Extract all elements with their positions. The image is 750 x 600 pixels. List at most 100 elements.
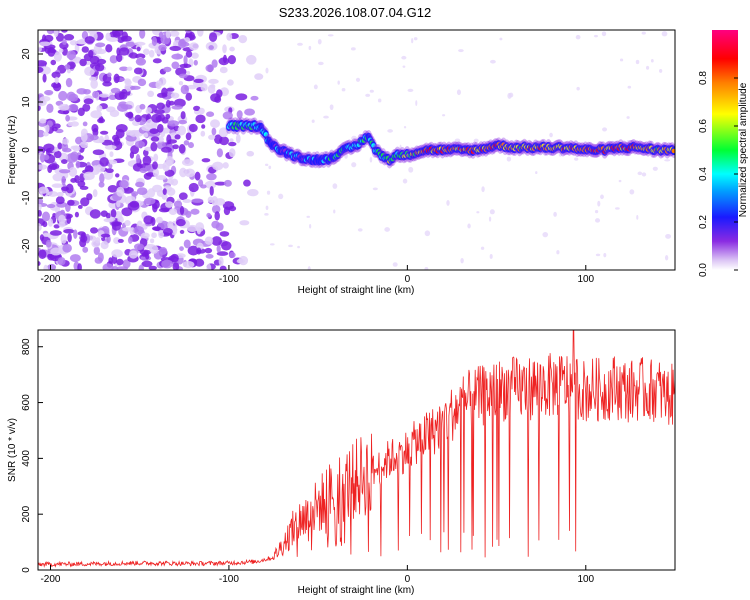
noise-blob (170, 178, 179, 186)
noise-blob (411, 38, 414, 44)
noise-blob (222, 111, 233, 120)
noise-blob (307, 266, 311, 270)
noise-blob (112, 30, 124, 37)
noise-blob (201, 158, 211, 163)
noise-blob (60, 159, 68, 164)
noise-blob (265, 205, 269, 211)
noise-blob (79, 185, 89, 190)
noise-blob (186, 70, 191, 76)
noise-blob (170, 92, 180, 99)
noise-blob (407, 88, 414, 92)
noise-blob (211, 220, 220, 229)
noise-blob (107, 72, 112, 78)
noise-blob (70, 178, 77, 183)
noise-blob (149, 238, 155, 244)
noise-blob (66, 91, 76, 102)
noise-blob (489, 209, 495, 215)
noise-blob (626, 140, 630, 145)
noise-blob (228, 251, 236, 259)
noise-blob (116, 186, 125, 197)
noise-blob (269, 243, 275, 246)
noise-blob (47, 218, 54, 227)
noise-blob (402, 65, 406, 68)
noise-blob (137, 78, 147, 87)
noise-blob (69, 40, 78, 46)
colorbar-tick-label: 0.8 (698, 71, 709, 85)
noise-blob (594, 218, 601, 223)
noise-blob (135, 57, 147, 66)
y-tick-label: 200 (21, 505, 32, 522)
noise-blob (66, 214, 72, 224)
noise-blob (90, 110, 102, 119)
noise-blob (62, 110, 69, 115)
noise-blob (247, 188, 259, 197)
noise-blob (188, 142, 194, 149)
noise-blob (70, 151, 79, 161)
noise-blob (109, 109, 120, 118)
noise-blob (104, 145, 117, 150)
noise-blob (227, 79, 234, 86)
noise-blob (659, 68, 663, 73)
noise-blob (194, 171, 201, 181)
noise-blob (198, 107, 205, 115)
noise-blob (92, 149, 105, 156)
noise-blob (214, 181, 227, 186)
bottom-plot-frame (37, 329, 676, 571)
noise-blob (206, 173, 217, 181)
noise-blob (171, 53, 183, 60)
x-tick-label: -200 (40, 574, 60, 585)
noise-blob (50, 164, 58, 170)
noise-blob (664, 159, 671, 162)
noise-blob (664, 255, 669, 261)
noise-blob (595, 253, 601, 257)
noise-blob (351, 162, 357, 168)
noise-blob (38, 66, 44, 74)
noise-blob (47, 191, 59, 197)
noise-blob (184, 168, 196, 178)
noise-blob (268, 165, 272, 170)
noise-blob (236, 110, 243, 119)
noise-blob (152, 58, 162, 64)
noise-blob (130, 145, 140, 155)
noise-blob (60, 233, 67, 244)
noise-blob (238, 34, 248, 44)
noise-blob (100, 233, 111, 238)
noise-blob (401, 55, 407, 60)
noise-blob (183, 55, 188, 65)
noise-blob (493, 151, 496, 155)
noise-blob (355, 77, 361, 82)
noise-blob (576, 86, 580, 91)
noise-blob (210, 84, 216, 89)
noise-blob (93, 246, 100, 256)
noise-blob (127, 201, 140, 211)
noise-blob (413, 37, 418, 41)
noise-blob (50, 59, 57, 66)
noise-blob (140, 232, 150, 239)
noise-blob (209, 185, 214, 196)
noise-blob (53, 52, 62, 62)
y-tick-label: 20 (21, 48, 32, 60)
noise-blob (408, 166, 414, 173)
noise-blob (125, 41, 136, 47)
noise-blob (619, 58, 624, 62)
noise-blob (43, 143, 55, 153)
noise-blob (186, 224, 198, 232)
noise-blob (332, 183, 338, 189)
noise-blob (45, 124, 50, 133)
noise-blob (200, 130, 206, 137)
noise-blob (641, 172, 647, 177)
noise-blob (44, 34, 54, 42)
noise-blob (254, 73, 264, 80)
noise-blob (635, 59, 640, 65)
noise-blob (204, 247, 213, 254)
noise-blob (456, 89, 461, 96)
noise-blob (76, 88, 87, 95)
noise-blob (139, 30, 146, 39)
noise-blob (333, 209, 336, 214)
noise-blob (637, 171, 643, 176)
noise-blob (218, 256, 224, 267)
noise-blob (167, 220, 174, 229)
noise-blob (216, 245, 221, 253)
x-tick-label: -100 (219, 274, 239, 285)
noise-blob (212, 161, 224, 171)
